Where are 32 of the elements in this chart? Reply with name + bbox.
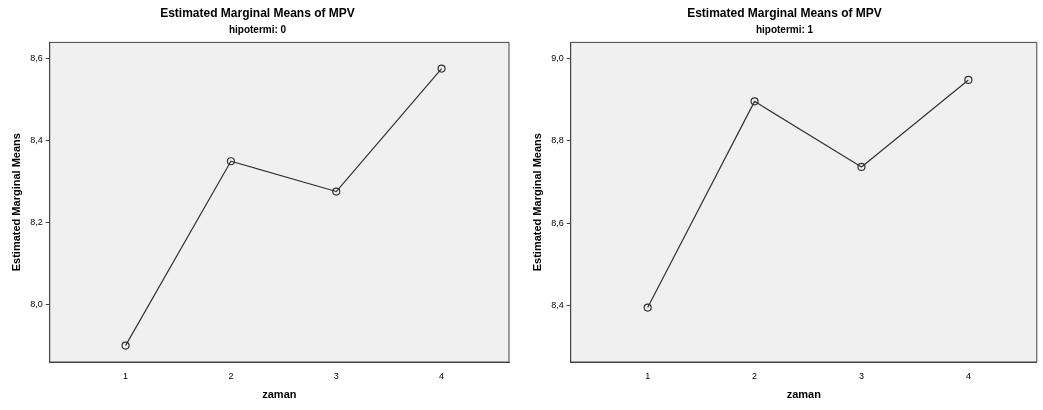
y-axis-title: Estimated Marginal Means xyxy=(9,133,22,272)
x-tick-label: 4 xyxy=(965,370,971,381)
y-tick-label: 8,8 xyxy=(551,135,564,146)
x-tick-label: 3 xyxy=(333,370,339,381)
point xyxy=(332,187,341,196)
y-tick-label: 8,0 xyxy=(30,299,43,310)
y-tick-label: 8,6 xyxy=(30,53,43,64)
y-tick-label: 8,4 xyxy=(30,135,43,146)
x-tick-label: 1 xyxy=(645,370,651,381)
point xyxy=(121,341,130,350)
x-tick-label: 4 xyxy=(439,370,445,381)
point xyxy=(857,162,866,172)
point xyxy=(437,64,446,73)
point xyxy=(643,303,652,312)
x-tick-label: 3 xyxy=(858,370,864,381)
x-tick-label: 1 xyxy=(123,370,129,381)
x-tick-label: 2 xyxy=(228,370,234,381)
y-axis-title: Estimated Marginal Means xyxy=(530,133,543,272)
chart-subtitle: hipotermi: 1 xyxy=(755,24,814,36)
chart-title: Estimated Marginal Means of MPV xyxy=(687,5,882,20)
y-tick-label: 9,0 xyxy=(551,52,564,63)
y-tick-label: 8,6 xyxy=(551,217,564,228)
y-tick-label: 8,4 xyxy=(551,300,564,311)
chart-title: Estimated Marginal Means of MPV xyxy=(160,5,355,20)
x-axis-title: zaman xyxy=(262,388,297,401)
x-axis-title: zaman xyxy=(786,388,822,401)
point xyxy=(964,75,973,85)
chart-subtitle: hipotermi: 0 xyxy=(228,24,287,36)
x-tick-label: 2 xyxy=(752,370,758,381)
point xyxy=(750,97,759,106)
point xyxy=(226,157,235,166)
y-tick-label: 8,2 xyxy=(30,217,43,228)
